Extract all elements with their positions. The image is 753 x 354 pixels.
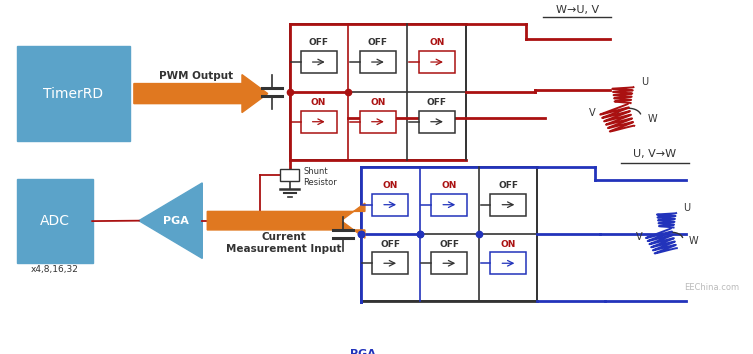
- Bar: [301, 51, 337, 73]
- Bar: [419, 110, 455, 133]
- Text: OFF: OFF: [367, 39, 388, 47]
- Text: Shunt
Resistor: Shunt Resistor: [303, 167, 337, 187]
- Bar: [431, 252, 467, 274]
- Text: OFF: OFF: [439, 240, 459, 249]
- Text: OFF: OFF: [427, 98, 447, 107]
- Bar: [361, 167, 538, 301]
- Text: V: V: [589, 108, 596, 118]
- Bar: [360, 110, 395, 133]
- Text: TimerRD: TimerRD: [44, 87, 103, 101]
- Text: ON: ON: [429, 39, 444, 47]
- Text: x4,8,16,32: x4,8,16,32: [31, 265, 79, 274]
- Bar: [431, 194, 467, 216]
- Text: PGA: PGA: [350, 349, 376, 354]
- Text: U, V→W: U, V→W: [633, 149, 676, 159]
- FancyBboxPatch shape: [17, 46, 130, 141]
- Bar: [490, 252, 526, 274]
- Text: ON: ON: [501, 240, 516, 249]
- Polygon shape: [139, 183, 203, 258]
- Text: V: V: [636, 232, 642, 241]
- Text: ON: ON: [311, 98, 326, 107]
- Text: ON: ON: [441, 181, 457, 190]
- Text: W→U, V: W→U, V: [556, 5, 599, 15]
- Text: W: W: [647, 114, 657, 124]
- Text: W: W: [688, 236, 698, 246]
- Text: OFF: OFF: [498, 181, 518, 190]
- Text: ADC: ADC: [40, 214, 70, 228]
- FancyBboxPatch shape: [17, 179, 93, 263]
- Text: PWM Output: PWM Output: [159, 71, 233, 81]
- Text: OFF: OFF: [380, 240, 400, 249]
- Bar: [290, 24, 466, 160]
- Bar: [279, 169, 300, 181]
- Bar: [372, 252, 408, 274]
- Text: Current
Measurement Input: Current Measurement Input: [227, 232, 342, 253]
- Text: PGA: PGA: [163, 216, 188, 225]
- Polygon shape: [207, 203, 365, 238]
- Bar: [360, 51, 395, 73]
- Text: EEChina.com: EEChina.com: [684, 283, 739, 292]
- Bar: [372, 194, 408, 216]
- Bar: [351, 310, 371, 322]
- Text: U: U: [641, 78, 648, 87]
- Bar: [419, 51, 455, 73]
- Text: ON: ON: [383, 181, 398, 190]
- Text: ON: ON: [370, 98, 386, 107]
- Text: OFF: OFF: [309, 39, 328, 47]
- Text: U: U: [683, 204, 691, 213]
- Bar: [490, 194, 526, 216]
- Bar: [301, 110, 337, 133]
- Polygon shape: [134, 75, 268, 113]
